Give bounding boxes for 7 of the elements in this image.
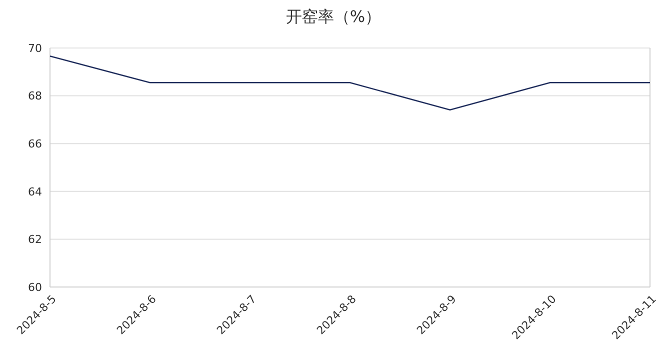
y-tick-label: 64 (28, 185, 42, 198)
y-tick-label: 66 (28, 137, 42, 150)
y-tick-label: 60 (28, 280, 42, 294)
chart-title: 开窑率（%） (286, 7, 382, 26)
y-tick-label: 70 (28, 42, 42, 55)
y-tick-label: 68 (28, 90, 42, 103)
y-tick-label: 62 (28, 233, 42, 246)
